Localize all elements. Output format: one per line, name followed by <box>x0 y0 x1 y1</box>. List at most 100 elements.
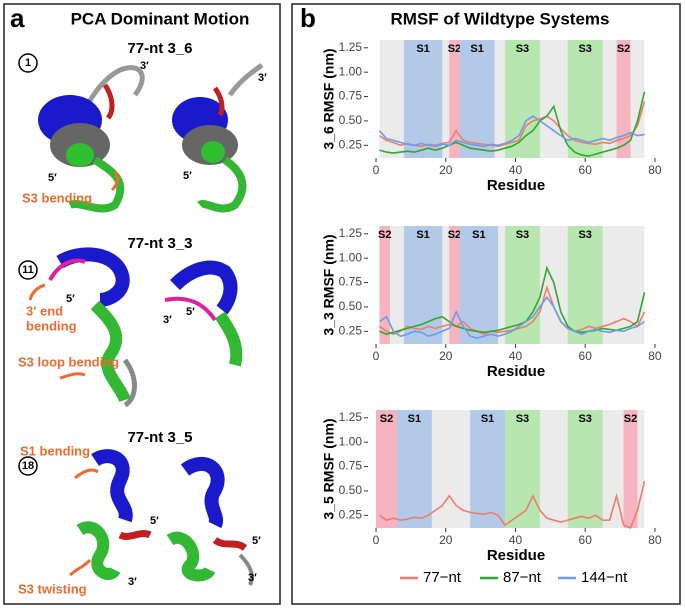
region-label: S1 <box>416 43 429 55</box>
region-label: S2 <box>378 229 391 241</box>
motion-label: bending <box>26 318 77 333</box>
region <box>379 226 390 344</box>
motion-label: 3′ end <box>26 303 63 318</box>
region-label: S3 <box>578 43 591 55</box>
end-label: 5′ <box>48 172 57 184</box>
region-label: S3 <box>516 413 529 425</box>
legend-label: 77−nt <box>423 569 462 586</box>
region-label: S2 <box>448 229 461 241</box>
panel-a-frame <box>3 3 281 605</box>
y-tick-label: 1.00 <box>339 64 363 78</box>
region <box>567 410 603 528</box>
x-tick-label: 80 <box>648 533 662 547</box>
x-tick-label: 20 <box>439 349 453 363</box>
x-tick-label: 0 <box>373 163 380 177</box>
y-tick-label: 0.75 <box>339 459 363 473</box>
series-line <box>379 295 645 339</box>
section-title: 77-nt 3_5 <box>127 429 192 446</box>
region <box>403 40 443 158</box>
section-title: 77-nt 3_3 <box>127 235 192 252</box>
molecule <box>28 247 243 408</box>
region-label: S2 <box>448 43 461 55</box>
y-tick-label: 0.50 <box>339 483 363 497</box>
section-badge <box>18 53 38 73</box>
x-axis-label: Residue <box>487 547 545 564</box>
series-line <box>379 91 646 157</box>
x-axis-label: Residue <box>487 177 545 194</box>
x-tick-label: 0 <box>373 349 380 363</box>
section-number: 11 <box>22 264 34 276</box>
region-label: S2 <box>380 413 393 425</box>
y-axis-label: 3_6 RMSF (nm) <box>321 48 337 149</box>
y-tick-label: 1.25 <box>339 410 363 424</box>
series-line <box>379 101 646 148</box>
y-tick-label: 0.25 <box>339 507 363 521</box>
region <box>459 226 499 344</box>
region <box>449 226 460 344</box>
series-line <box>379 481 646 530</box>
y-tick-label: 0.50 <box>339 113 363 127</box>
y-tick-label: 1.25 <box>339 40 363 54</box>
y-tick-label: 0.50 <box>339 299 363 313</box>
region-label: S2 <box>617 43 630 55</box>
section-number: 1 <box>25 57 31 69</box>
end-label: 5′ <box>66 293 75 305</box>
panel-label: b <box>300 3 316 33</box>
end-label: 5′ <box>150 515 159 527</box>
motion-label: S3 bending <box>22 190 92 205</box>
x-tick-label: 60 <box>579 349 593 363</box>
y-tick-label: 0.75 <box>339 89 363 103</box>
region <box>396 410 432 528</box>
molecule <box>69 449 254 586</box>
panel-b-frame <box>291 3 681 605</box>
panel-label: a <box>10 3 25 33</box>
region-label: S3 <box>578 413 591 425</box>
x-tick-label: 80 <box>648 349 662 363</box>
x-axis-label: Residue <box>487 363 545 380</box>
region-label: S3 <box>516 229 529 241</box>
legend-label: 144−nt <box>581 569 628 586</box>
panel-title: PCA Dominant Motion <box>71 9 250 28</box>
x-tick-label: 40 <box>509 349 523 363</box>
end-label: 5′ <box>252 535 261 547</box>
region-label: S1 <box>416 229 429 241</box>
region <box>459 40 495 158</box>
region-label: S1 <box>481 413 494 425</box>
y-tick-label: 0.75 <box>339 275 363 289</box>
region <box>567 226 603 344</box>
section-title: 77-nt 3_6 <box>127 40 192 57</box>
y-tick-label: 1.00 <box>339 434 363 448</box>
x-tick-label: 80 <box>648 163 662 177</box>
region-label: S3 <box>516 43 529 55</box>
region <box>449 40 460 158</box>
y-tick-label: 1.25 <box>339 226 363 240</box>
region-label: S1 <box>408 413 421 425</box>
x-tick-label: 20 <box>439 163 453 177</box>
x-tick-label: 20 <box>439 533 453 547</box>
region-label: S1 <box>470 43 483 55</box>
y-tick-label: 1.00 <box>339 250 363 264</box>
panel-title: RMSF of Wildtype Systems <box>391 9 610 28</box>
region-label: S3 <box>578 229 591 241</box>
x-tick-label: 0 <box>373 533 380 547</box>
end-label: 3′ <box>163 314 172 326</box>
x-tick-label: 40 <box>509 163 523 177</box>
y-axis-label: 3_5 RMSF (nm) <box>321 418 337 519</box>
y-tick-label: 0.25 <box>339 323 363 337</box>
end-label: 5′ <box>183 170 192 182</box>
series-line <box>379 265 646 336</box>
region <box>470 410 506 528</box>
x-tick-label: 60 <box>579 533 593 547</box>
series-line <box>378 115 645 148</box>
section-badge <box>18 260 38 280</box>
region-label: S2 <box>624 413 637 425</box>
motion-label: S3 twisting <box>18 581 87 596</box>
end-label: 3′ <box>128 576 137 588</box>
region <box>376 410 397 528</box>
region-label: S1 <box>472 229 485 241</box>
end-label: 3′ <box>140 60 149 72</box>
end-label: 3′ <box>248 572 257 584</box>
end-label: 5′ <box>186 306 195 318</box>
region <box>623 410 638 528</box>
